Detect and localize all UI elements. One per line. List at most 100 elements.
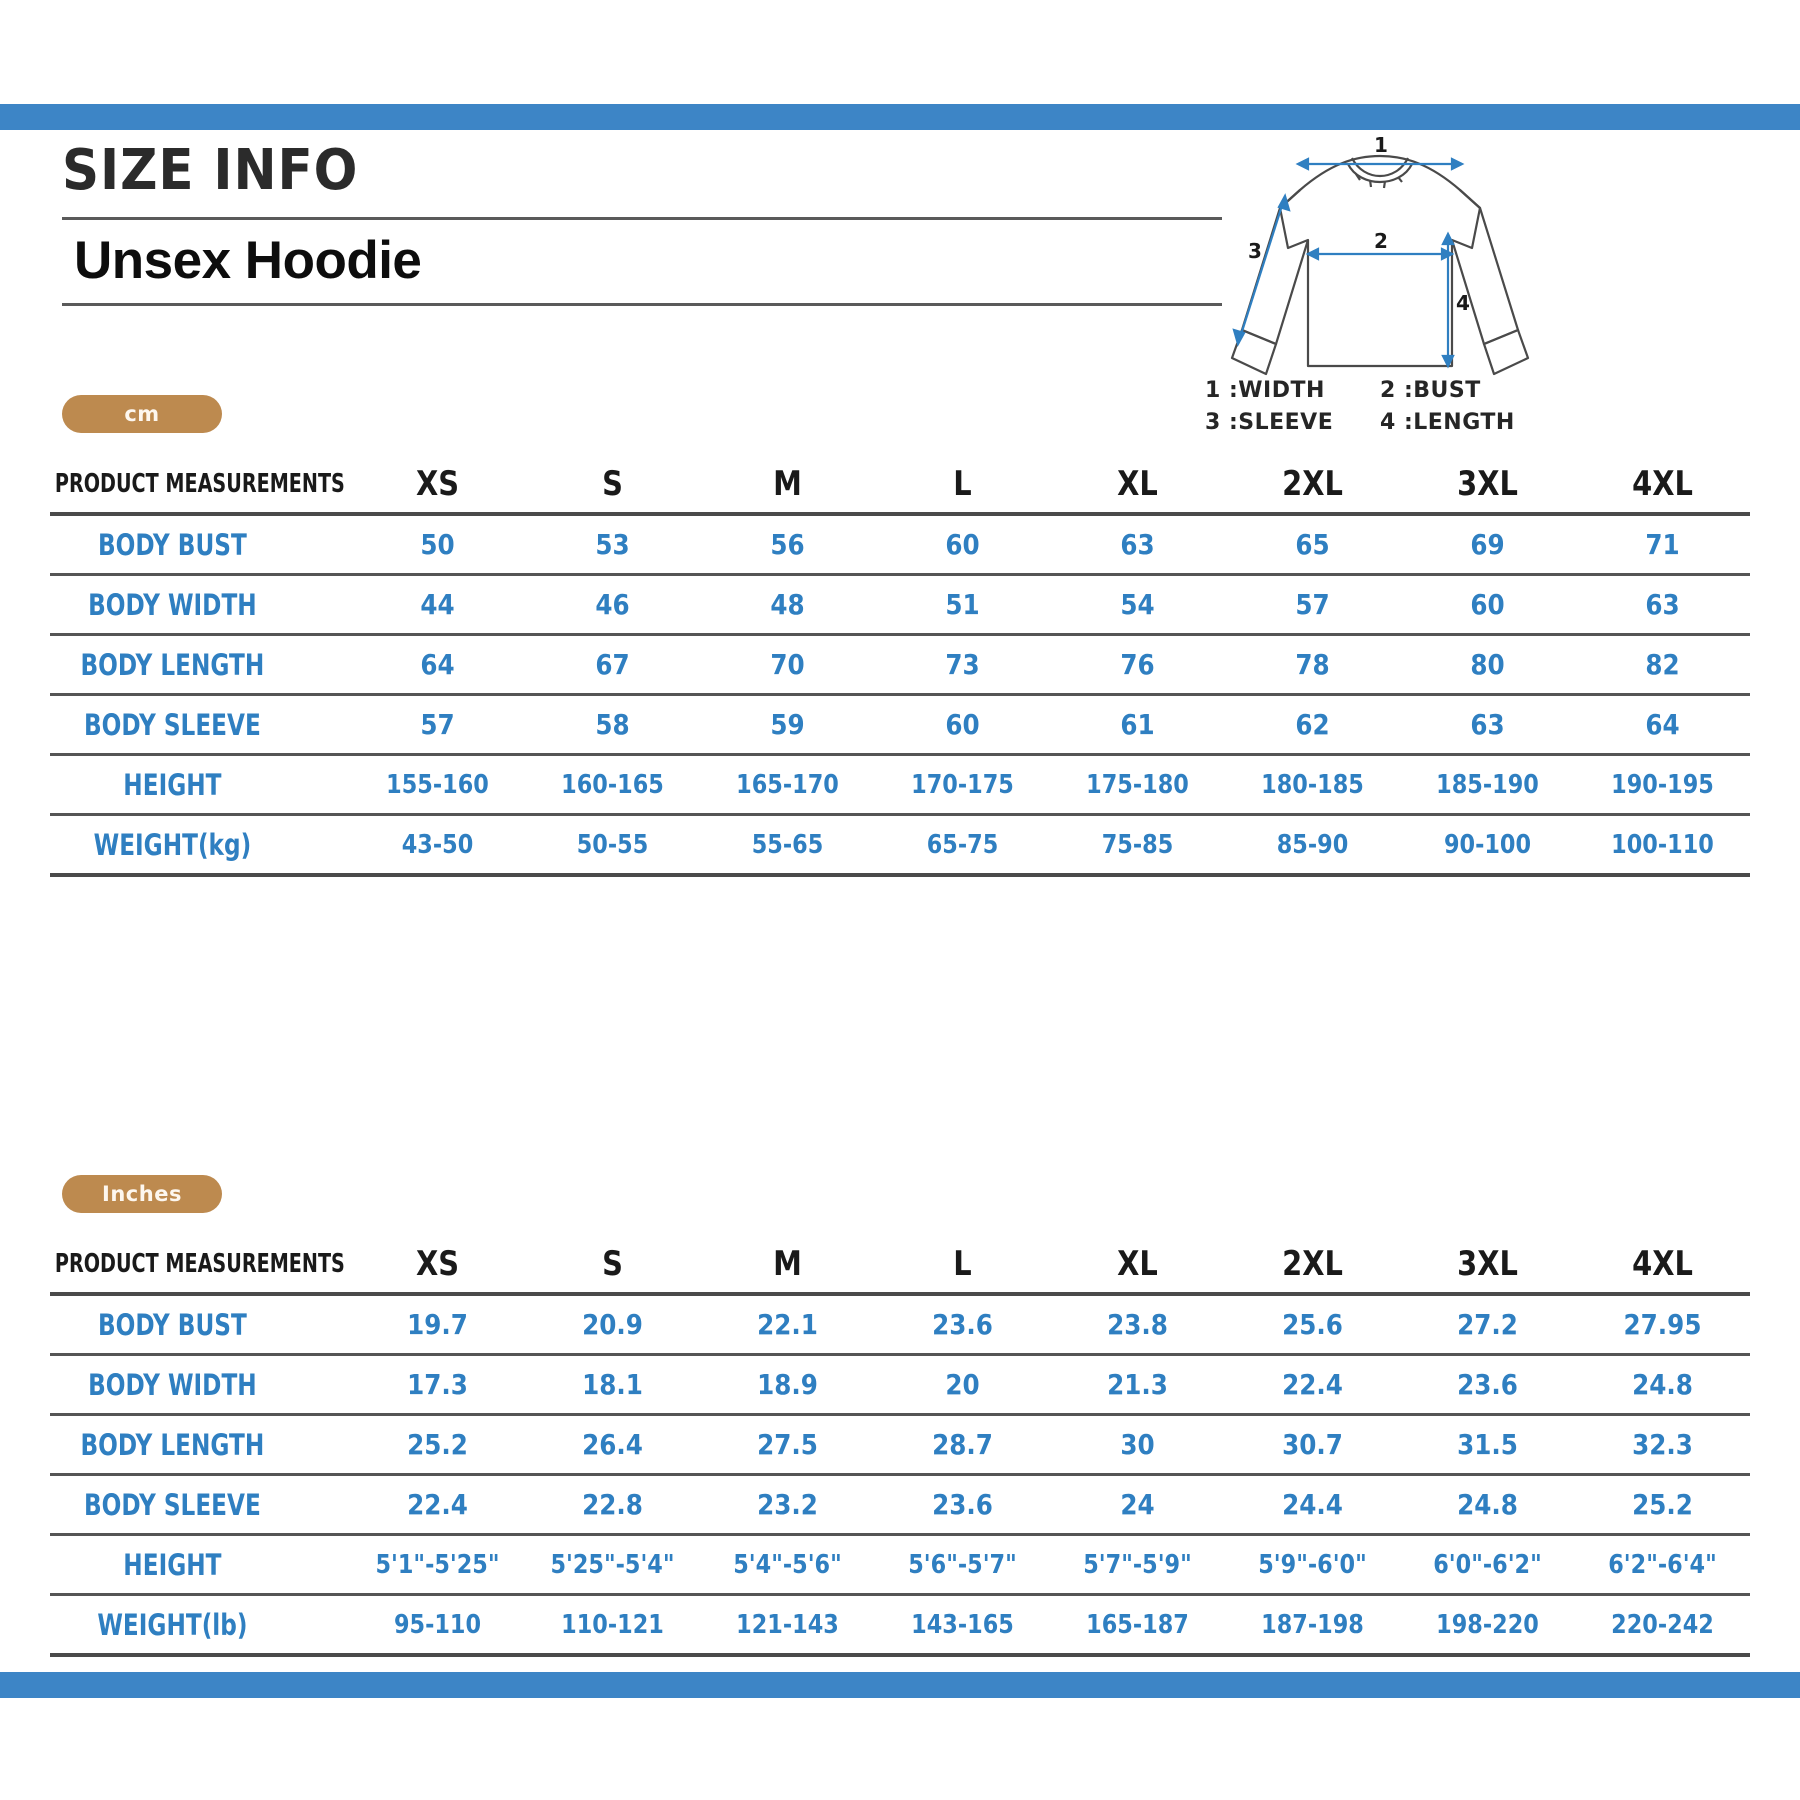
measurement-cell: 31.5 bbox=[1410, 1414, 1565, 1476]
measurement-cell: 71 bbox=[1585, 514, 1740, 576]
row-label: HEIGHT bbox=[50, 754, 290, 816]
table-head: PRODUCT MEASUREMENTS XS S M L XL 2XL 3XL 4XL bbox=[50, 455, 1750, 516]
measurement-cell: 155-160 bbox=[362, 754, 513, 816]
measurement-cell: 78 bbox=[1235, 634, 1390, 696]
diagram-marker-1-label: 1 bbox=[1374, 133, 1388, 157]
measurement-cell: 63 bbox=[1585, 574, 1740, 636]
measurement-cell: 53 bbox=[535, 514, 690, 576]
diagram-marker-2-label: 2 bbox=[1374, 229, 1388, 253]
column-header-measurements: PRODUCT MEASUREMENTS bbox=[50, 455, 345, 516]
legend-width: 1 :WIDTH bbox=[1205, 378, 1325, 403]
measurement-cell: 69 bbox=[1410, 514, 1565, 576]
diagram-legend: 1 :WIDTH 2 :BUST 3 :SLEEVE 4 :LENGTH bbox=[1205, 375, 1595, 439]
measurement-cell: 27.95 bbox=[1585, 1294, 1740, 1356]
measurement-cell: 5'7"-5'9" bbox=[1062, 1534, 1213, 1596]
measurement-cell: 54 bbox=[1060, 574, 1215, 636]
table-row: BODY WIDTH 17.3 18.1 18.9 20 21.3 22.4 23.6 24.8 bbox=[50, 1354, 1750, 1416]
header-block: SIZE INFO Unsex Hoodie bbox=[62, 141, 1222, 306]
measurement-cell: 30.7 bbox=[1235, 1414, 1390, 1476]
measurement-cell: 32.3 bbox=[1585, 1414, 1740, 1476]
measurement-cell: 67 bbox=[535, 634, 690, 696]
measurement-cell: 180-185 bbox=[1237, 754, 1388, 816]
measurement-cell: 20.9 bbox=[535, 1294, 690, 1356]
column-header-size-m: M bbox=[713, 1235, 862, 1296]
column-header-measurements: PRODUCT MEASUREMENTS bbox=[50, 1235, 345, 1296]
measurement-cell: 24 bbox=[1060, 1474, 1215, 1536]
measurement-cell: 82 bbox=[1585, 634, 1740, 696]
garment-diagram: 1 2 3 4 bbox=[1180, 130, 1580, 430]
measurement-cell: 143-165 bbox=[887, 1594, 1038, 1657]
measurement-cell: 20 bbox=[885, 1354, 1040, 1416]
measurement-cell: 23.6 bbox=[1410, 1354, 1565, 1416]
measurement-cell: 25.6 bbox=[1235, 1294, 1390, 1356]
bottom-accent-bar bbox=[0, 1672, 1800, 1698]
measurement-cell: 24.8 bbox=[1410, 1474, 1565, 1536]
measurement-cell: 23.8 bbox=[1060, 1294, 1215, 1356]
table-row: WEIGHT(lb) 95-110 110-121 121-143 143-165 165… bbox=[50, 1594, 1750, 1657]
measurement-cell: 110-121 bbox=[537, 1594, 688, 1657]
diagram-marker-4-label: 4 bbox=[1456, 291, 1470, 315]
top-accent-bar bbox=[0, 104, 1800, 130]
size-table-cm: PRODUCT MEASUREMENTS XS S M L XL 2XL 3XL 4XL BOD… bbox=[50, 455, 1750, 877]
measurement-cell: 61 bbox=[1060, 694, 1215, 756]
measurement-cell: 64 bbox=[360, 634, 515, 696]
column-header-size-m: M bbox=[713, 455, 862, 516]
column-header-size-xl: XL bbox=[1063, 1235, 1212, 1296]
measurement-cell: 55-65 bbox=[712, 814, 863, 877]
measurement-cell: 25.2 bbox=[360, 1414, 515, 1476]
measurement-cell: 44 bbox=[360, 574, 515, 636]
row-label: HEIGHT bbox=[50, 1534, 290, 1596]
measurement-cell: 190-195 bbox=[1587, 754, 1738, 816]
measurement-cell: 175-180 bbox=[1062, 754, 1213, 816]
column-header-size-s: S bbox=[538, 1235, 687, 1296]
measurement-cell: 80 bbox=[1410, 634, 1565, 696]
measurement-cell: 22.4 bbox=[360, 1474, 515, 1536]
table-row: BODY BUST 50 53 56 60 63 65 69 71 bbox=[50, 514, 1750, 576]
measurement-cell: 59 bbox=[710, 694, 865, 756]
legend-row: 1 :WIDTH 2 :BUST bbox=[1205, 375, 1595, 407]
row-label: WEIGHT(lb) bbox=[50, 1594, 290, 1657]
measurement-cell: 160-165 bbox=[537, 754, 688, 816]
table-header-row: PRODUCT MEASUREMENTS XS S M L XL 2XL 3XL 4XL bbox=[50, 1235, 1750, 1296]
table-head: PRODUCT MEASUREMENTS XS S M L XL 2XL 3XL 4XL bbox=[50, 1235, 1750, 1296]
measurement-cell: 48 bbox=[710, 574, 865, 636]
measurement-cell: 6'0"-6'2" bbox=[1412, 1534, 1563, 1596]
measurement-cell: 85-90 bbox=[1237, 814, 1388, 877]
measurement-cell: 64 bbox=[1585, 694, 1740, 756]
measurement-cell: 5'9"-6'0" bbox=[1237, 1534, 1388, 1596]
measurement-cell: 24.4 bbox=[1235, 1474, 1390, 1536]
column-header-size-4xl: 4XL bbox=[1588, 1235, 1737, 1296]
measurement-cell: 50-55 bbox=[537, 814, 688, 877]
measurement-cell: 5'6"-5'7" bbox=[887, 1534, 1038, 1596]
table-row: BODY LENGTH 64 67 70 73 76 78 80 82 bbox=[50, 634, 1750, 696]
measurement-cell: 22.1 bbox=[710, 1294, 865, 1356]
measurement-cell: 6'2"-6'4" bbox=[1587, 1534, 1738, 1596]
legend-row: 3 :SLEEVE 4 :LENGTH bbox=[1205, 407, 1595, 439]
measurement-cell: 60 bbox=[885, 514, 1040, 576]
measurement-cell: 23.6 bbox=[885, 1474, 1040, 1536]
measurement-cell: 51 bbox=[885, 574, 1040, 636]
row-label: BODY SLEEVE bbox=[50, 694, 290, 756]
measurement-cell: 60 bbox=[1410, 574, 1565, 636]
column-header-size-xs: XS bbox=[363, 1235, 512, 1296]
measurement-cell: 60 bbox=[885, 694, 1040, 756]
measurement-cell: 75-85 bbox=[1062, 814, 1213, 877]
measurement-cell: 70 bbox=[710, 634, 865, 696]
row-label: BODY BUST bbox=[50, 1294, 290, 1356]
column-header-size-4xl: 4XL bbox=[1588, 455, 1737, 516]
measurement-cell: 17.3 bbox=[360, 1354, 515, 1416]
row-label: BODY LENGTH bbox=[50, 1414, 290, 1476]
measurement-cell: 58 bbox=[535, 694, 690, 756]
measurement-cell: 100-110 bbox=[1587, 814, 1738, 877]
row-label: WEIGHT(kg) bbox=[50, 814, 290, 877]
table-body: BODY BUST 19.7 20.9 22.1 23.6 23.8 25.6 27.2 27.… bbox=[50, 1294, 1750, 1657]
measurement-cell: 63 bbox=[1060, 514, 1215, 576]
row-label: BODY LENGTH bbox=[50, 634, 290, 696]
legend-sleeve: 3 :SLEEVE bbox=[1205, 409, 1334, 435]
measurement-cell: 22.8 bbox=[535, 1474, 690, 1536]
measurement-cell: 46 bbox=[535, 574, 690, 636]
measurement-cell: 19.7 bbox=[360, 1294, 515, 1356]
measurement-cell: 65-75 bbox=[887, 814, 1038, 877]
row-label: BODY BUST bbox=[50, 514, 290, 576]
measurement-cell: 30 bbox=[1060, 1414, 1215, 1476]
